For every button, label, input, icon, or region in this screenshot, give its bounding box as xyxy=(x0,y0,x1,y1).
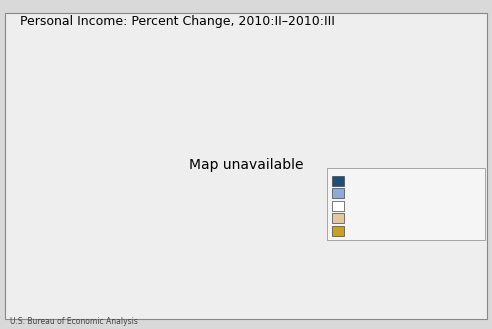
Text: Lowest quintile: Lowest quintile xyxy=(349,226,407,235)
Text: U.S. growth rate = 0.7 percent: U.S. growth rate = 0.7 percent xyxy=(332,174,450,183)
Text: Fourth quintile: Fourth quintile xyxy=(349,189,406,198)
Text: Second quintile: Second quintile xyxy=(349,214,409,223)
Text: Map unavailable: Map unavailable xyxy=(189,158,303,171)
Text: U.S. Bureau of Economic Analysis: U.S. Bureau of Economic Analysis xyxy=(10,317,138,326)
Text: Third quintile: Third quintile xyxy=(349,201,400,210)
Text: Highest quintile: Highest quintile xyxy=(349,176,410,185)
Text: Personal Income: Percent Change, 2010:II–2010:III: Personal Income: Percent Change, 2010:II… xyxy=(20,15,335,28)
